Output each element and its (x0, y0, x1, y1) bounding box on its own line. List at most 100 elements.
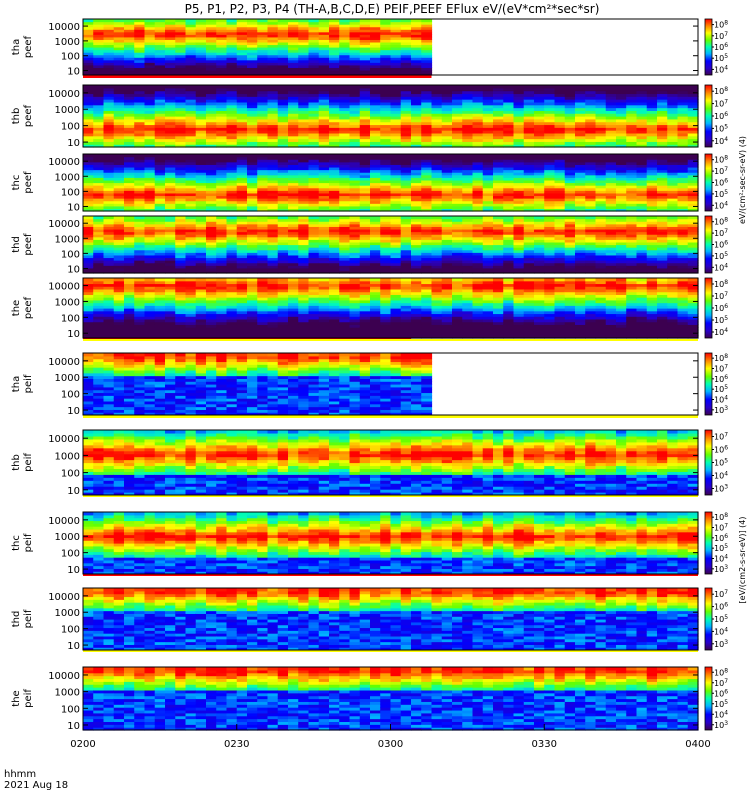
spectrogram-cell (646, 90, 658, 95)
spectrogram-cell (165, 67, 176, 71)
spectrogram-cell (165, 195, 176, 199)
spectrogram-cell (113, 31, 125, 35)
spectrogram-cell (93, 252, 105, 256)
spectrogram-cell (93, 239, 105, 243)
spectrogram-cell (206, 164, 217, 168)
spectrogram-cell (534, 195, 545, 199)
spectrogram-cell (134, 124, 146, 128)
spectrogram-cell (216, 172, 228, 176)
spectrogram-cell (503, 159, 515, 163)
spectrogram-cell (513, 192, 525, 197)
spectrogram-cell (226, 36, 238, 40)
spectrogram-cell (103, 218, 115, 222)
y-tick-label: 10 (67, 138, 80, 149)
spectrogram-cell (575, 159, 586, 163)
spectrogram-cell (370, 36, 381, 40)
spectrogram-cell (390, 118, 402, 123)
spectrogram-cell (472, 216, 484, 220)
spectrogram-cell (441, 226, 453, 230)
spectrogram-cell (595, 161, 607, 165)
spectrogram-cell (185, 226, 197, 230)
spectrogram-cell (452, 166, 463, 171)
spectrogram-cell (226, 236, 238, 240)
spectrogram-cell (216, 90, 228, 95)
spectrogram-cell (513, 118, 525, 123)
spectrogram-cell (288, 223, 299, 227)
spectrogram-cell (667, 208, 679, 212)
spectrogram-cell (370, 223, 381, 227)
spectrogram-cell (329, 59, 340, 63)
spectrogram-cell (288, 99, 299, 103)
spectrogram-cell (400, 132, 412, 137)
spectrogram-cell (288, 257, 299, 261)
spectrogram-cell (667, 138, 679, 142)
spectrogram-cell (93, 223, 105, 227)
spectrogram-cell (554, 135, 566, 140)
spectrogram-cell (154, 166, 166, 171)
spectrogram-cell (380, 57, 392, 61)
spectrogram-cell (124, 19, 135, 23)
spectrogram-cell (226, 200, 238, 204)
spectrogram-cell (667, 116, 679, 120)
spectrogram-cell (380, 113, 392, 117)
spectrogram-cell (544, 104, 556, 109)
spectrogram-cell (124, 267, 135, 272)
spectrogram-cell (339, 177, 351, 181)
spectrogram-cell (677, 198, 689, 202)
spectrogram-cell (257, 110, 269, 114)
spectrogram-cell (462, 110, 474, 114)
spectrogram-cell (636, 179, 648, 184)
spectrogram-cell (687, 198, 699, 202)
spectrogram-cell (605, 169, 617, 173)
spectrogram-cell (513, 190, 525, 194)
spectrogram-cell (83, 166, 94, 171)
spectrogram-cell (513, 208, 525, 212)
spectrogram-cell (257, 141, 269, 145)
spectrogram-cell (288, 29, 299, 33)
spectrogram-cell (390, 59, 402, 63)
spectrogram-cell (206, 226, 217, 230)
spectrogram-cell (564, 159, 576, 163)
spectrogram-cell (534, 169, 545, 173)
spectrogram-cell (257, 57, 269, 61)
spectrogram-cell (441, 138, 453, 142)
spectrogram-cell (206, 39, 217, 43)
spectrogram-cell (646, 187, 658, 191)
spectrogram-cell (113, 241, 125, 246)
spectrogram-cell (288, 203, 299, 207)
spectrogram-cell (113, 34, 125, 38)
spectrogram-cell (206, 47, 217, 51)
spectrogram-cell (206, 231, 217, 235)
spectrogram-cell (575, 164, 586, 168)
spectrogram-cell (318, 200, 330, 204)
spectrogram-cell (554, 174, 566, 178)
spectrogram-cell (636, 116, 648, 120)
spectrogram-cell (144, 31, 156, 35)
spectrogram-cell (103, 19, 115, 23)
spectrogram-cell (206, 69, 217, 74)
spectrogram-cell (534, 208, 545, 212)
spectrogram-cell (380, 49, 392, 53)
spectrogram-cell (411, 267, 422, 272)
spectrogram-cell (554, 127, 566, 131)
spectrogram-cell (93, 99, 105, 103)
spectrogram-cell (308, 44, 320, 48)
spectrogram-cell (544, 141, 556, 145)
spectrogram-cell (124, 113, 135, 117)
spectrogram-cell (175, 101, 187, 106)
spectrogram-cell (411, 130, 422, 134)
spectrogram-cell (144, 87, 156, 92)
spectrogram-cell (124, 101, 135, 106)
spectrogram-cell (329, 107, 340, 111)
spectrogram-cell (308, 267, 320, 272)
spectrogram-cell (421, 164, 433, 168)
spectrogram-cell (318, 110, 330, 114)
spectrogram-cell (165, 144, 176, 148)
spectrogram-cell (247, 267, 258, 272)
spectrogram-cell (452, 195, 463, 199)
spectrogram-cell (411, 190, 422, 194)
spectrogram-cell (236, 198, 248, 202)
spectrogram-cell (564, 101, 576, 106)
spectrogram-cell (247, 231, 258, 235)
spectrogram-cell (257, 31, 269, 35)
